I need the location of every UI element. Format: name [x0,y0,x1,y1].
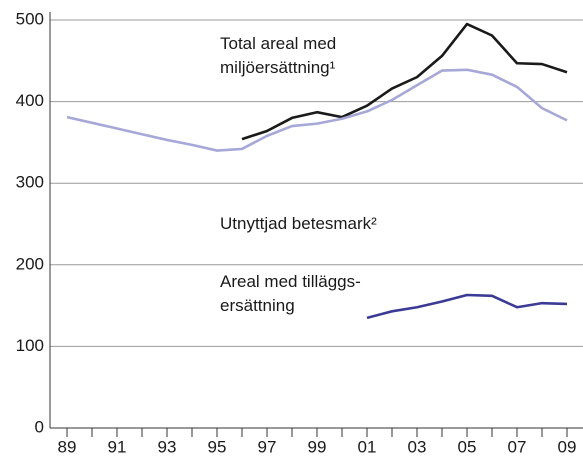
y-tick-label: 200 [16,254,44,273]
x-tick-label: 07 [508,437,527,456]
series-line [366,293,568,320]
x-tick-label: 03 [408,437,427,456]
x-tick-label: 95 [208,437,227,456]
x-tick-label: 99 [308,437,327,456]
x-tick-label: 01 [358,437,377,456]
series-label: Utnyttjad betesmark² [220,214,377,233]
y-tick-label: 100 [16,336,44,355]
y-tick-label: 400 [16,91,44,110]
y-tick-label: 500 [16,9,44,28]
x-tick-label: 05 [458,437,477,456]
series-line [241,22,568,141]
x-tick-label: 89 [58,437,77,456]
series-line [66,68,568,152]
x-tick-label: 97 [258,437,277,456]
series-label: Areal med tilläggs-ersättning [220,272,361,315]
x-tick-label: 93 [158,437,177,456]
x-tick-label: 91 [108,437,127,456]
series-label: Total areal med miljöersättning¹ [220,34,341,77]
y-tick-label: 0 [35,417,44,436]
x-tick-label: 09 [558,437,577,456]
y-tick-label: 300 [16,173,44,192]
